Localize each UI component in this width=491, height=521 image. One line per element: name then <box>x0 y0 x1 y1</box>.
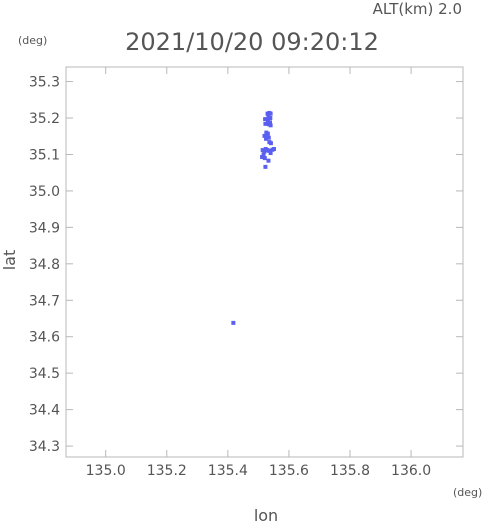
x-tick-label: 135.0 <box>86 463 126 479</box>
chart-title: 2021/10/20 09:20:12 <box>125 28 379 56</box>
x-tick-label: 136.0 <box>391 463 431 479</box>
y-tick-label: 35.3 <box>29 75 60 91</box>
x-tick-label: 135.4 <box>208 463 248 479</box>
data-point <box>263 121 268 126</box>
y-axis-label: lat <box>0 250 19 271</box>
data-point <box>265 131 270 136</box>
data-point <box>262 149 267 154</box>
x-tick-label: 135.8 <box>330 463 370 479</box>
data-point <box>262 133 267 138</box>
y-axis-ticks: 34.3 34.4 34.5 34.6 34.7 34.8 34.9 35.0 35.1 35.2… <box>29 75 463 455</box>
data-point <box>265 118 270 123</box>
y-tick-label: 34.7 <box>29 293 60 309</box>
x-tick-label: 135.6 <box>269 463 309 479</box>
data-point <box>263 164 268 169</box>
data-point <box>262 156 267 161</box>
y-tick-label: 34.9 <box>29 220 60 236</box>
x-unit-label: (deg) <box>453 486 482 499</box>
data-point <box>268 111 273 116</box>
data-point <box>268 151 273 156</box>
data-point <box>268 116 273 121</box>
y-tick-label: 34.3 <box>29 439 60 455</box>
y-tick-label: 35.1 <box>29 147 60 163</box>
data-point <box>268 123 273 128</box>
data-point <box>231 320 236 325</box>
y-tick-label: 35.2 <box>29 111 60 127</box>
data-points <box>231 110 276 325</box>
y-tick-label: 34.8 <box>29 257 60 273</box>
data-point <box>267 148 272 153</box>
y-tick-label: 34.5 <box>29 366 60 382</box>
data-point <box>266 135 271 140</box>
data-point <box>264 136 269 141</box>
x-tick-label: 135.2 <box>147 463 187 479</box>
data-point <box>266 158 271 163</box>
data-point <box>271 147 276 152</box>
plot-frame <box>65 66 464 458</box>
data-point <box>263 117 268 122</box>
x-axis-label: lon <box>254 506 278 521</box>
data-point <box>261 152 266 157</box>
data-point <box>260 155 265 160</box>
y-tick-label: 34.4 <box>29 403 60 419</box>
y-unit-label: (deg) <box>18 34 47 47</box>
data-point <box>267 140 272 145</box>
x-axis-ticks: 135.0 135.2 135.4 135.6 135.8 136.0 <box>86 67 431 479</box>
y-tick-label: 35.0 <box>29 184 60 200</box>
y-tick-label: 34.6 <box>29 330 60 346</box>
altitude-label: ALT(km) 2.0 <box>373 0 462 18</box>
